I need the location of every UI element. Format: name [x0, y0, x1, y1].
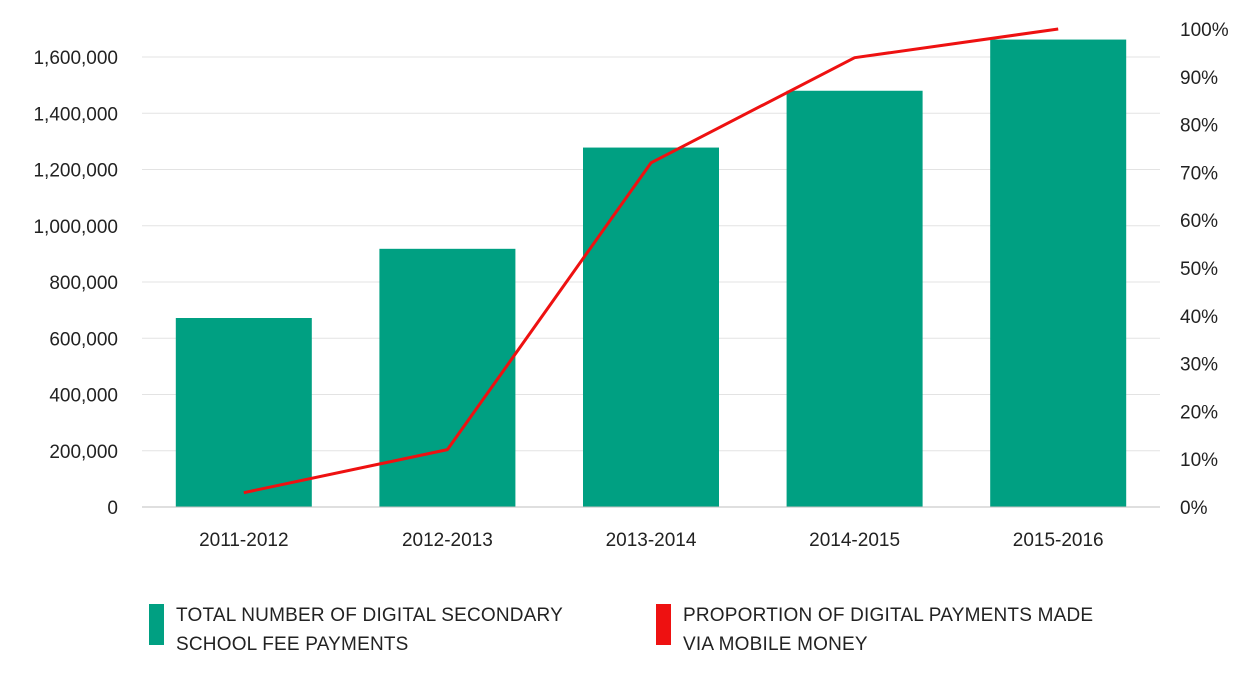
x-axis-ticks: 2011-2012 2012-2013 2013-2014 2014-2015 2015… — [199, 530, 1104, 551]
bar-2013-2014 — [583, 147, 719, 507]
right-tick-label: 20% — [1180, 402, 1218, 423]
x-tick-label: 2013-2014 — [606, 530, 697, 551]
right-tick-label: 80% — [1180, 116, 1218, 137]
legend-bars-swatch — [149, 604, 164, 645]
left-tick-label: 400,000 — [49, 386, 118, 407]
bar-2014-2015 — [786, 90, 923, 507]
x-tick-label: 2014-2015 — [809, 530, 900, 551]
right-axis-ticks: 0% 10% 20% 30% 40% 50% 60% 70% 80% 90% 100% — [1180, 20, 1229, 519]
left-tick-label: 1,600,000 — [33, 48, 118, 69]
right-tick-label: 50% — [1180, 259, 1218, 280]
left-axis-ticks: 0 200,000 400,000 600,000 800,000 1,000,000 1,… — [33, 48, 118, 519]
left-tick-label: 0 — [107, 498, 118, 519]
right-tick-label: 70% — [1180, 163, 1218, 184]
left-tick-label: 800,000 — [49, 273, 118, 294]
right-tick-label: 10% — [1180, 450, 1218, 471]
left-tick-label: 600,000 — [49, 329, 118, 350]
legend-line-label: PROPORTION OF DIGITAL PAYMENTS MADE VIA … — [683, 605, 1094, 655]
legend-bars: TOTAL NUMBER OF DIGITAL SECONDARY SCHOOL… — [149, 601, 563, 659]
right-tick-label: 60% — [1180, 211, 1218, 232]
left-tick-label: 1,000,000 — [33, 217, 118, 238]
x-tick-label: 2012-2013 — [402, 530, 493, 551]
left-tick-label: 1,400,000 — [33, 104, 118, 125]
right-tick-label: 100% — [1180, 20, 1229, 41]
right-tick-label: 90% — [1180, 68, 1218, 89]
right-tick-label: 0% — [1180, 498, 1208, 519]
line-series — [243, 27, 1059, 495]
left-tick-label: 1,200,000 — [33, 161, 118, 182]
bar-2015-2016 — [990, 39, 1127, 507]
legend-line-swatch — [656, 604, 671, 645]
bar-2012-2013 — [379, 248, 516, 507]
legend-line: PROPORTION OF DIGITAL PAYMENTS MADE VIA … — [656, 601, 1093, 659]
x-tick-label: 2015-2016 — [1013, 530, 1104, 551]
right-tick-label: 40% — [1180, 307, 1218, 328]
bars — [175, 39, 1127, 507]
legend-bars-label: TOTAL NUMBER OF DIGITAL SECONDARY SCHOOL… — [176, 605, 564, 655]
left-tick-label: 200,000 — [49, 442, 118, 463]
x-tick-label: 2011-2012 — [199, 530, 288, 551]
bar-2011-2012 — [175, 318, 312, 507]
right-tick-label: 30% — [1180, 355, 1218, 376]
